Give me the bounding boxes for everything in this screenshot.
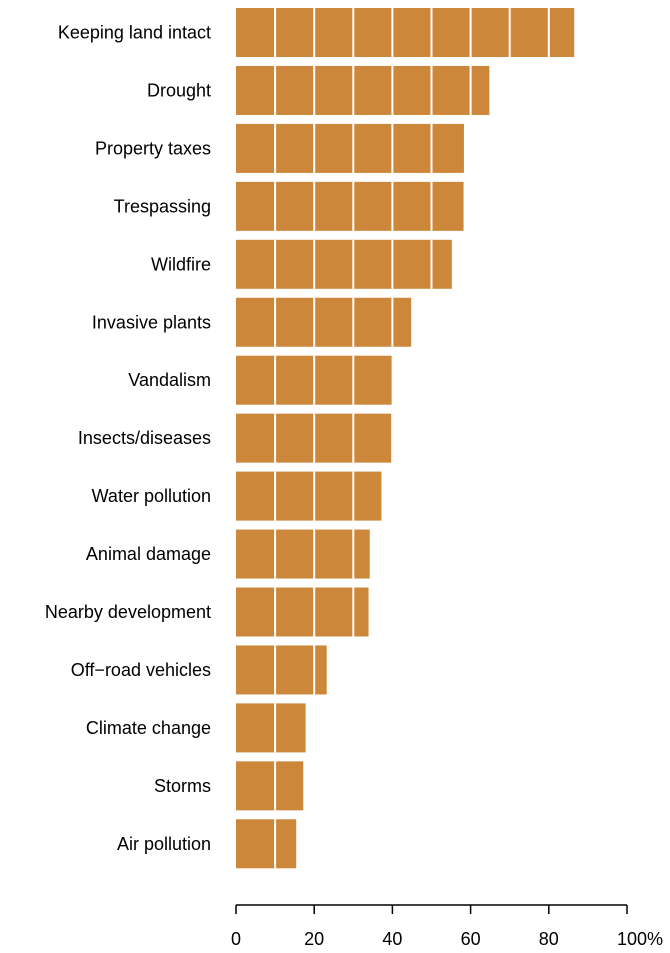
bar-water-pollution [236, 471, 382, 521]
category-label-wildfire: Wildfire [151, 254, 211, 274]
bar-storms [236, 761, 304, 811]
category-label-storms: Storms [154, 776, 211, 796]
bar-off-road-vehicles [236, 645, 327, 695]
x-axis: 0 20 40 60 80 100% [231, 904, 663, 949]
category-label-off-road-vehicles: Off−road vehicles [71, 660, 211, 680]
bar-drought [236, 65, 490, 115]
bars-layer [236, 8, 575, 869]
bar-segment-lines [274, 8, 550, 869]
bar-trespassing [236, 181, 464, 231]
x-tick-label-100: 100% [617, 929, 663, 949]
x-tick-label-60: 60 [461, 929, 481, 949]
bar-nearby-development [236, 587, 369, 637]
category-label-animal-damage: Animal damage [86, 544, 211, 564]
x-tick-label-40: 40 [382, 929, 402, 949]
x-tick-label-0: 0 [231, 929, 241, 949]
bar-property-taxes [236, 123, 464, 173]
bar-climate-change [236, 703, 306, 753]
category-label-keeping-land-intact: Keeping land intact [58, 23, 211, 43]
category-label-property-taxes: Property taxes [95, 138, 211, 158]
category-label-vandalism: Vandalism [128, 370, 211, 390]
category-label-climate-change: Climate change [86, 718, 211, 738]
category-label-invasive-plants: Invasive plants [92, 312, 211, 332]
x-tick-label-80: 80 [539, 929, 559, 949]
bar-keeping-land-intact [236, 8, 575, 57]
category-label-nearby-development: Nearby development [45, 602, 211, 622]
category-label-trespassing: Trespassing [114, 196, 211, 216]
bar-animal-damage [236, 529, 370, 579]
category-label-insects-diseases: Insects/diseases [78, 428, 211, 448]
category-labels: Keeping land intact Drought Property taxes… [45, 23, 211, 854]
bar-wildfire [236, 239, 452, 289]
category-label-water-pollution: Water pollution [92, 486, 211, 506]
category-label-drought: Drought [147, 80, 211, 100]
category-label-air-pollution: Air pollution [117, 834, 211, 854]
x-tick-label-20: 20 [304, 929, 324, 949]
bar-air-pollution [236, 819, 297, 869]
bar-invasive-plants [236, 297, 412, 347]
